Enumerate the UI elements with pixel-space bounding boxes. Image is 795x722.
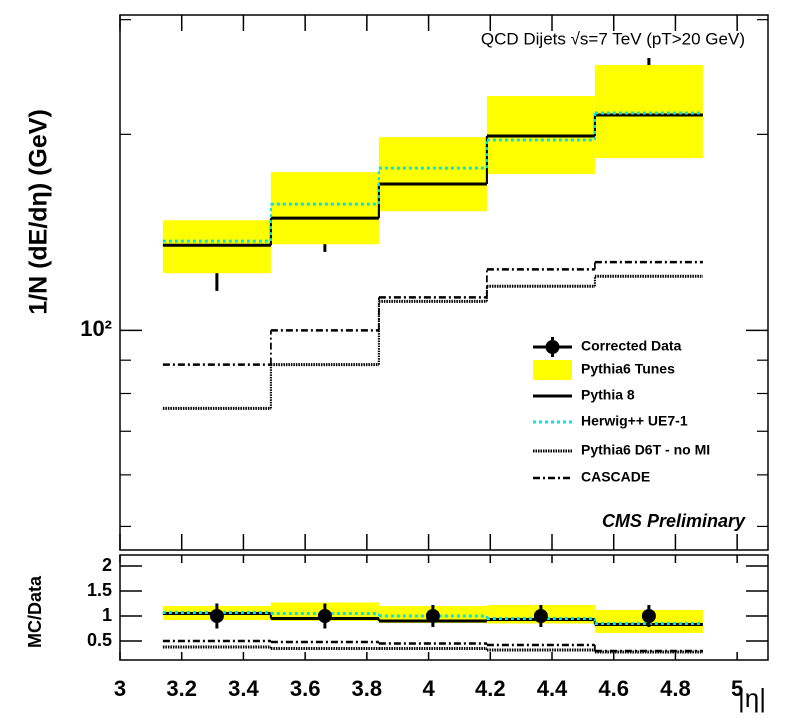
y-axis-label: MC/Data xyxy=(25,575,45,648)
annotation: CMS Preliminary xyxy=(602,511,746,531)
band xyxy=(378,137,487,212)
legend-label: Corrected Data xyxy=(581,338,682,354)
band xyxy=(270,172,379,245)
y-tick-label: 1.5 xyxy=(87,580,112,600)
x-tick-label: 4.4 xyxy=(537,676,568,701)
x-tick-label: 3.2 xyxy=(166,676,197,701)
data-point xyxy=(533,609,548,623)
y-tick-label: 1 xyxy=(102,605,112,625)
y-tick-label: 0.5 xyxy=(87,630,112,650)
data-point xyxy=(641,609,656,623)
x-tick-label: 5 xyxy=(731,676,743,701)
x-tick-label: 3 xyxy=(114,676,126,701)
legend-label: Herwig++ UE7-1 xyxy=(581,413,688,429)
x-tick-label: 3.8 xyxy=(352,676,383,701)
x-tick-label: 4.2 xyxy=(475,676,506,701)
data-point xyxy=(425,609,440,623)
x-tick-label: 3.6 xyxy=(290,676,321,701)
legend-swatch xyxy=(533,360,572,380)
legend-label: Pythia6 Tunes xyxy=(581,361,675,377)
data-point xyxy=(317,609,332,623)
x-tick-label: 4.8 xyxy=(660,676,691,701)
y-tick-label: 10² xyxy=(80,316,112,341)
legend-label: Pythia6 D6T - no MI xyxy=(581,442,710,458)
legend-label: Pythia 8 xyxy=(581,387,635,403)
legend-swatch xyxy=(545,340,560,354)
x-tick-label: 3.4 xyxy=(228,676,259,701)
x-tick-label: 4.6 xyxy=(598,676,629,701)
y-axis-label: 1/N (dE/dη) (GeV) xyxy=(25,109,53,315)
chart-title: QCD Dijets √s=7 TeV (pT>20 GeV) xyxy=(481,29,745,48)
x-axis-label: |η| xyxy=(738,683,766,713)
x-tick-label: 4 xyxy=(422,676,435,701)
y-tick-label: 2 xyxy=(102,555,112,575)
legend-label: CASCADE xyxy=(581,469,650,485)
data-point xyxy=(209,609,224,623)
